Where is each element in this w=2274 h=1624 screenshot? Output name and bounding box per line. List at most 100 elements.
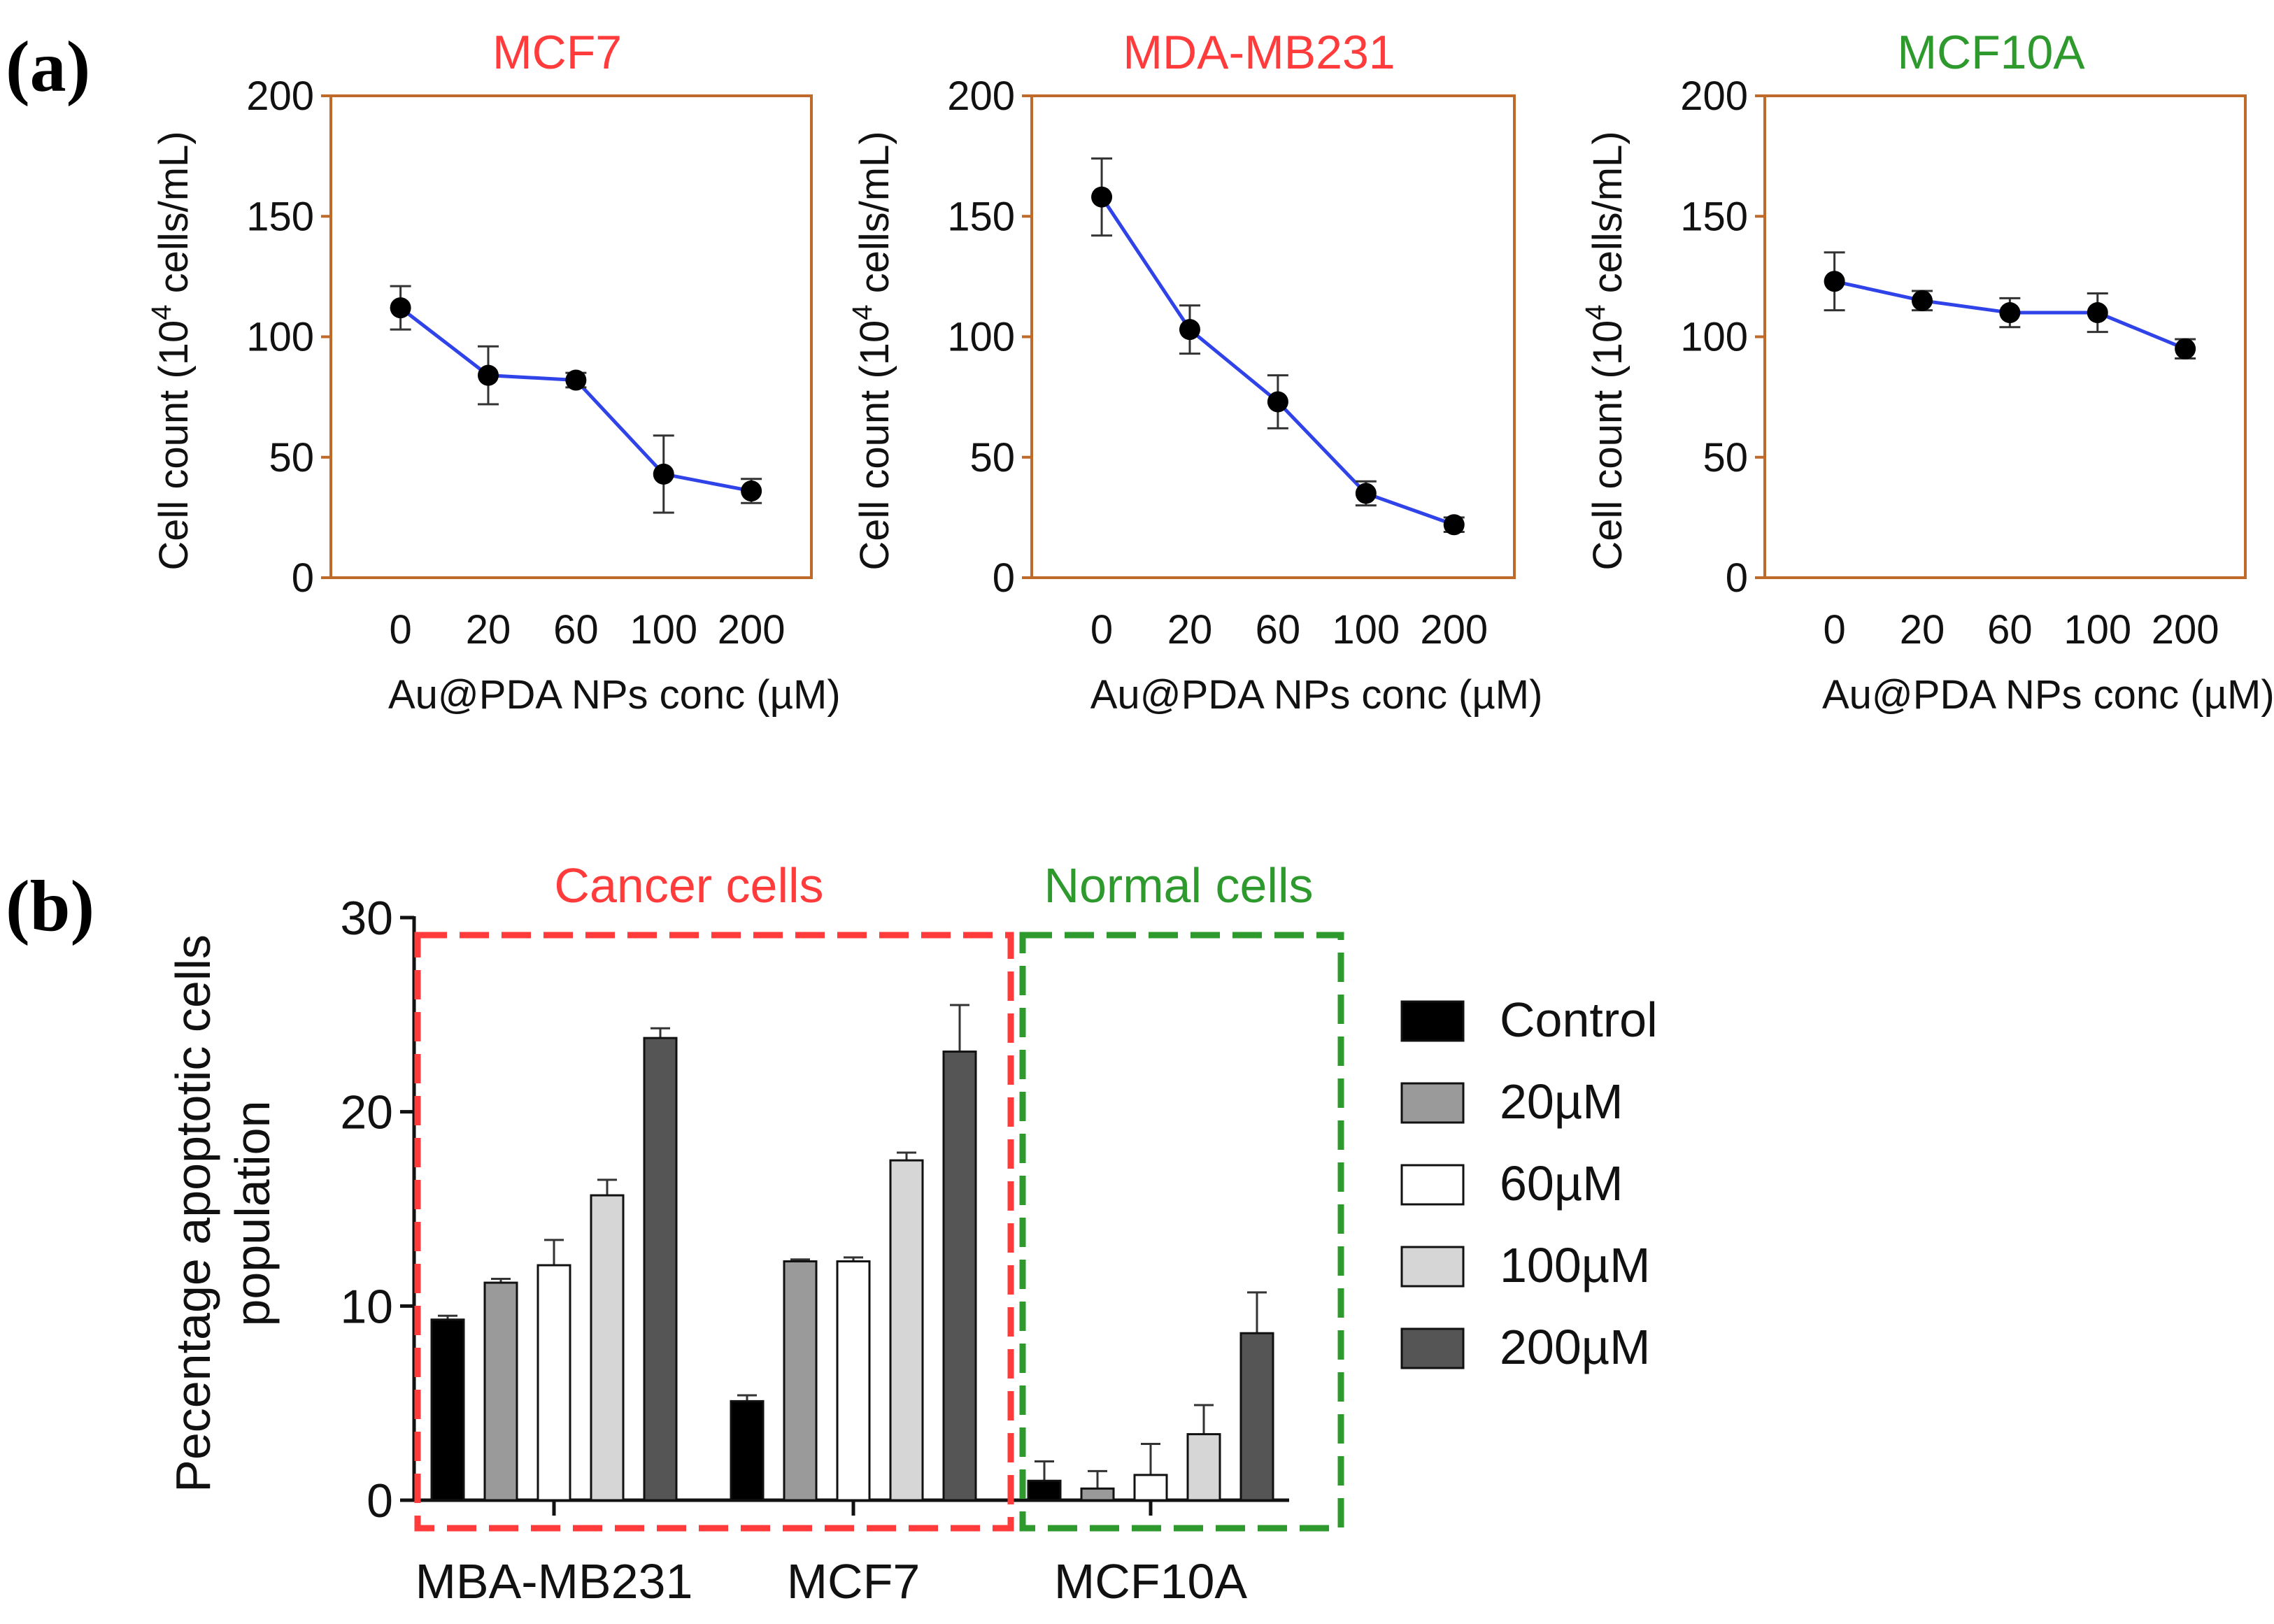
data-point: [390, 297, 411, 319]
data-point: [2087, 302, 2108, 324]
bar-mcf10a-100µm: [1186, 1433, 1221, 1502]
x-tick-label: 20: [466, 607, 511, 653]
bar-mcf7-100µm: [889, 1159, 924, 1502]
series-line: [1100, 196, 1455, 527]
data-point: [1267, 391, 1288, 413]
legend-swatch: [1400, 1327, 1465, 1369]
data-point: [1091, 186, 1113, 208]
x-tick-label: 0: [389, 607, 411, 653]
line-chart-mcf10a: MCF10A 0 50 100 150 200 0 20 60 100 200 Au@PDA NPs …: [1580, 26, 2274, 718]
plot-frame: [329, 94, 813, 579]
plot-frame: [1763, 94, 2247, 579]
x-tick-label: 100: [2063, 607, 2131, 653]
legend-label: 20µM: [1500, 1074, 1623, 1129]
bar-mcf10a-60µm: [1133, 1474, 1168, 1502]
y-tick-label: 200: [1680, 73, 1748, 119]
legend-label: Control: [1500, 992, 1658, 1047]
y-tick-label: 100: [1680, 315, 1748, 360]
bar-mba-mb231-200µm: [643, 1037, 678, 1502]
bar-mba-mb231-20µm: [483, 1281, 518, 1502]
data-point: [1824, 271, 1845, 292]
data-point: [477, 364, 499, 386]
x-tick-label: 200: [1420, 607, 1488, 653]
x-tick-label: 60: [1987, 607, 2033, 653]
data-point: [565, 369, 587, 391]
legend-swatch: [1400, 1246, 1465, 1288]
x-tick-label: 20: [1167, 607, 1213, 653]
legend-label: 100µM: [1500, 1238, 1650, 1292]
x-tick-label: 100: [1332, 607, 1400, 653]
y-axis-label-line1: Pecentage apoptotic cells: [166, 934, 220, 1493]
y-tick-label: 0: [993, 555, 1015, 601]
x-tick-label: 20: [1900, 607, 1945, 653]
bar-chart: 0 10 20 30 Pecentage apoptotic cells populati…: [166, 858, 1658, 1609]
normal-cells-box: [1019, 932, 1344, 1532]
cancer-cells-label: Cancer cells: [554, 858, 823, 913]
y-tick-label: 100: [947, 315, 1015, 360]
y-tick-label: 200: [947, 73, 1015, 119]
y-tick-label: 200: [246, 73, 314, 119]
bar-mba-mb231-control: [430, 1318, 465, 1502]
chart-title: MDA-MB231: [1123, 26, 1395, 79]
bar-mba-mb231-100µm: [590, 1194, 625, 1502]
bar-mcf7-control: [730, 1399, 765, 1502]
y-tick-label: 100: [246, 315, 314, 360]
bar-mcf7-20µm: [783, 1260, 818, 1502]
bar-mcf10a-20µm: [1080, 1487, 1115, 1502]
data-point: [741, 480, 762, 501]
x-tick-label: 0: [1823, 607, 1845, 653]
x-tick-label: 60: [1256, 607, 1301, 653]
plot-frame: [1030, 94, 1516, 579]
data-point: [1355, 483, 1377, 504]
x-tick-label: 100: [630, 607, 697, 653]
x-axis-label: Au@PDA NPs conc (µM): [1090, 672, 1543, 718]
bar-mcf10a-control: [1027, 1479, 1062, 1502]
y-tick-label: 0: [367, 1474, 393, 1527]
bar-mcf7-60µm: [836, 1260, 871, 1502]
data-point: [653, 463, 674, 485]
y-axis-label: Cell count (104 cells/mL): [1580, 131, 1630, 570]
x-tick-label: 200: [718, 607, 786, 653]
data-point: [1179, 319, 1200, 341]
y-axis-label: Cell count (104 cells/mL): [847, 131, 897, 570]
group-label: MCF10A: [1054, 1554, 1247, 1609]
x-tick-label: 60: [553, 607, 599, 653]
cancer-cells-box: [414, 932, 1014, 1532]
group-label: MBA-MB231: [415, 1554, 693, 1609]
data-point: [1999, 302, 2021, 324]
x-tick-label: 200: [2152, 607, 2219, 653]
chart-title: MCF10A: [1897, 26, 2085, 79]
panel-label-a: (a): [6, 27, 90, 107]
y-tick-label: 10: [340, 1280, 393, 1333]
panel-label-b: (b): [6, 866, 94, 946]
y-tick-label: 50: [269, 435, 314, 480]
legend-label: 200µM: [1500, 1320, 1650, 1374]
group-label: MCF7: [787, 1554, 921, 1609]
y-axis-label-line2: population: [225, 1100, 280, 1326]
y-tick-label: 0: [292, 555, 314, 601]
y-tick-label: 150: [1680, 194, 1748, 239]
x-axis-label: Au@PDA NPs conc (µM): [1822, 672, 2274, 718]
y-tick-label: 50: [1703, 435, 1748, 480]
data-point: [1911, 290, 1933, 311]
legend-swatch: [1400, 1082, 1465, 1124]
line-chart-mcf7: MCF7 0 50 100 150 200 0 20 60 100 200 Au@PDA NPs co…: [146, 26, 841, 718]
bar-mcf7-200µm: [942, 1050, 977, 1502]
legend-swatch: [1400, 1164, 1465, 1206]
data-point: [1443, 514, 1465, 536]
y-tick-label: 50: [969, 435, 1015, 480]
x-axis-label: Au@PDA NPs conc (µM): [388, 672, 841, 718]
bar-mcf10a-200µm: [1239, 1332, 1274, 1502]
data-point: [2175, 338, 2196, 359]
y-tick-label: 0: [1726, 555, 1748, 601]
y-axis-label: Cell count (104 cells/mL): [146, 131, 197, 570]
normal-cells-label: Normal cells: [1044, 858, 1313, 913]
y-tick-label: 30: [340, 892, 393, 945]
legend-swatch: [1400, 1000, 1465, 1042]
bar-mba-mb231-60µm: [536, 1264, 571, 1502]
y-tick-label: 20: [340, 1086, 393, 1139]
x-tick-label: 0: [1090, 607, 1113, 653]
line-chart-mda-mb231: MDA-MB231 0 50 100 150 200 0 20 60 100 200 Au@PDA N…: [847, 26, 1542, 718]
